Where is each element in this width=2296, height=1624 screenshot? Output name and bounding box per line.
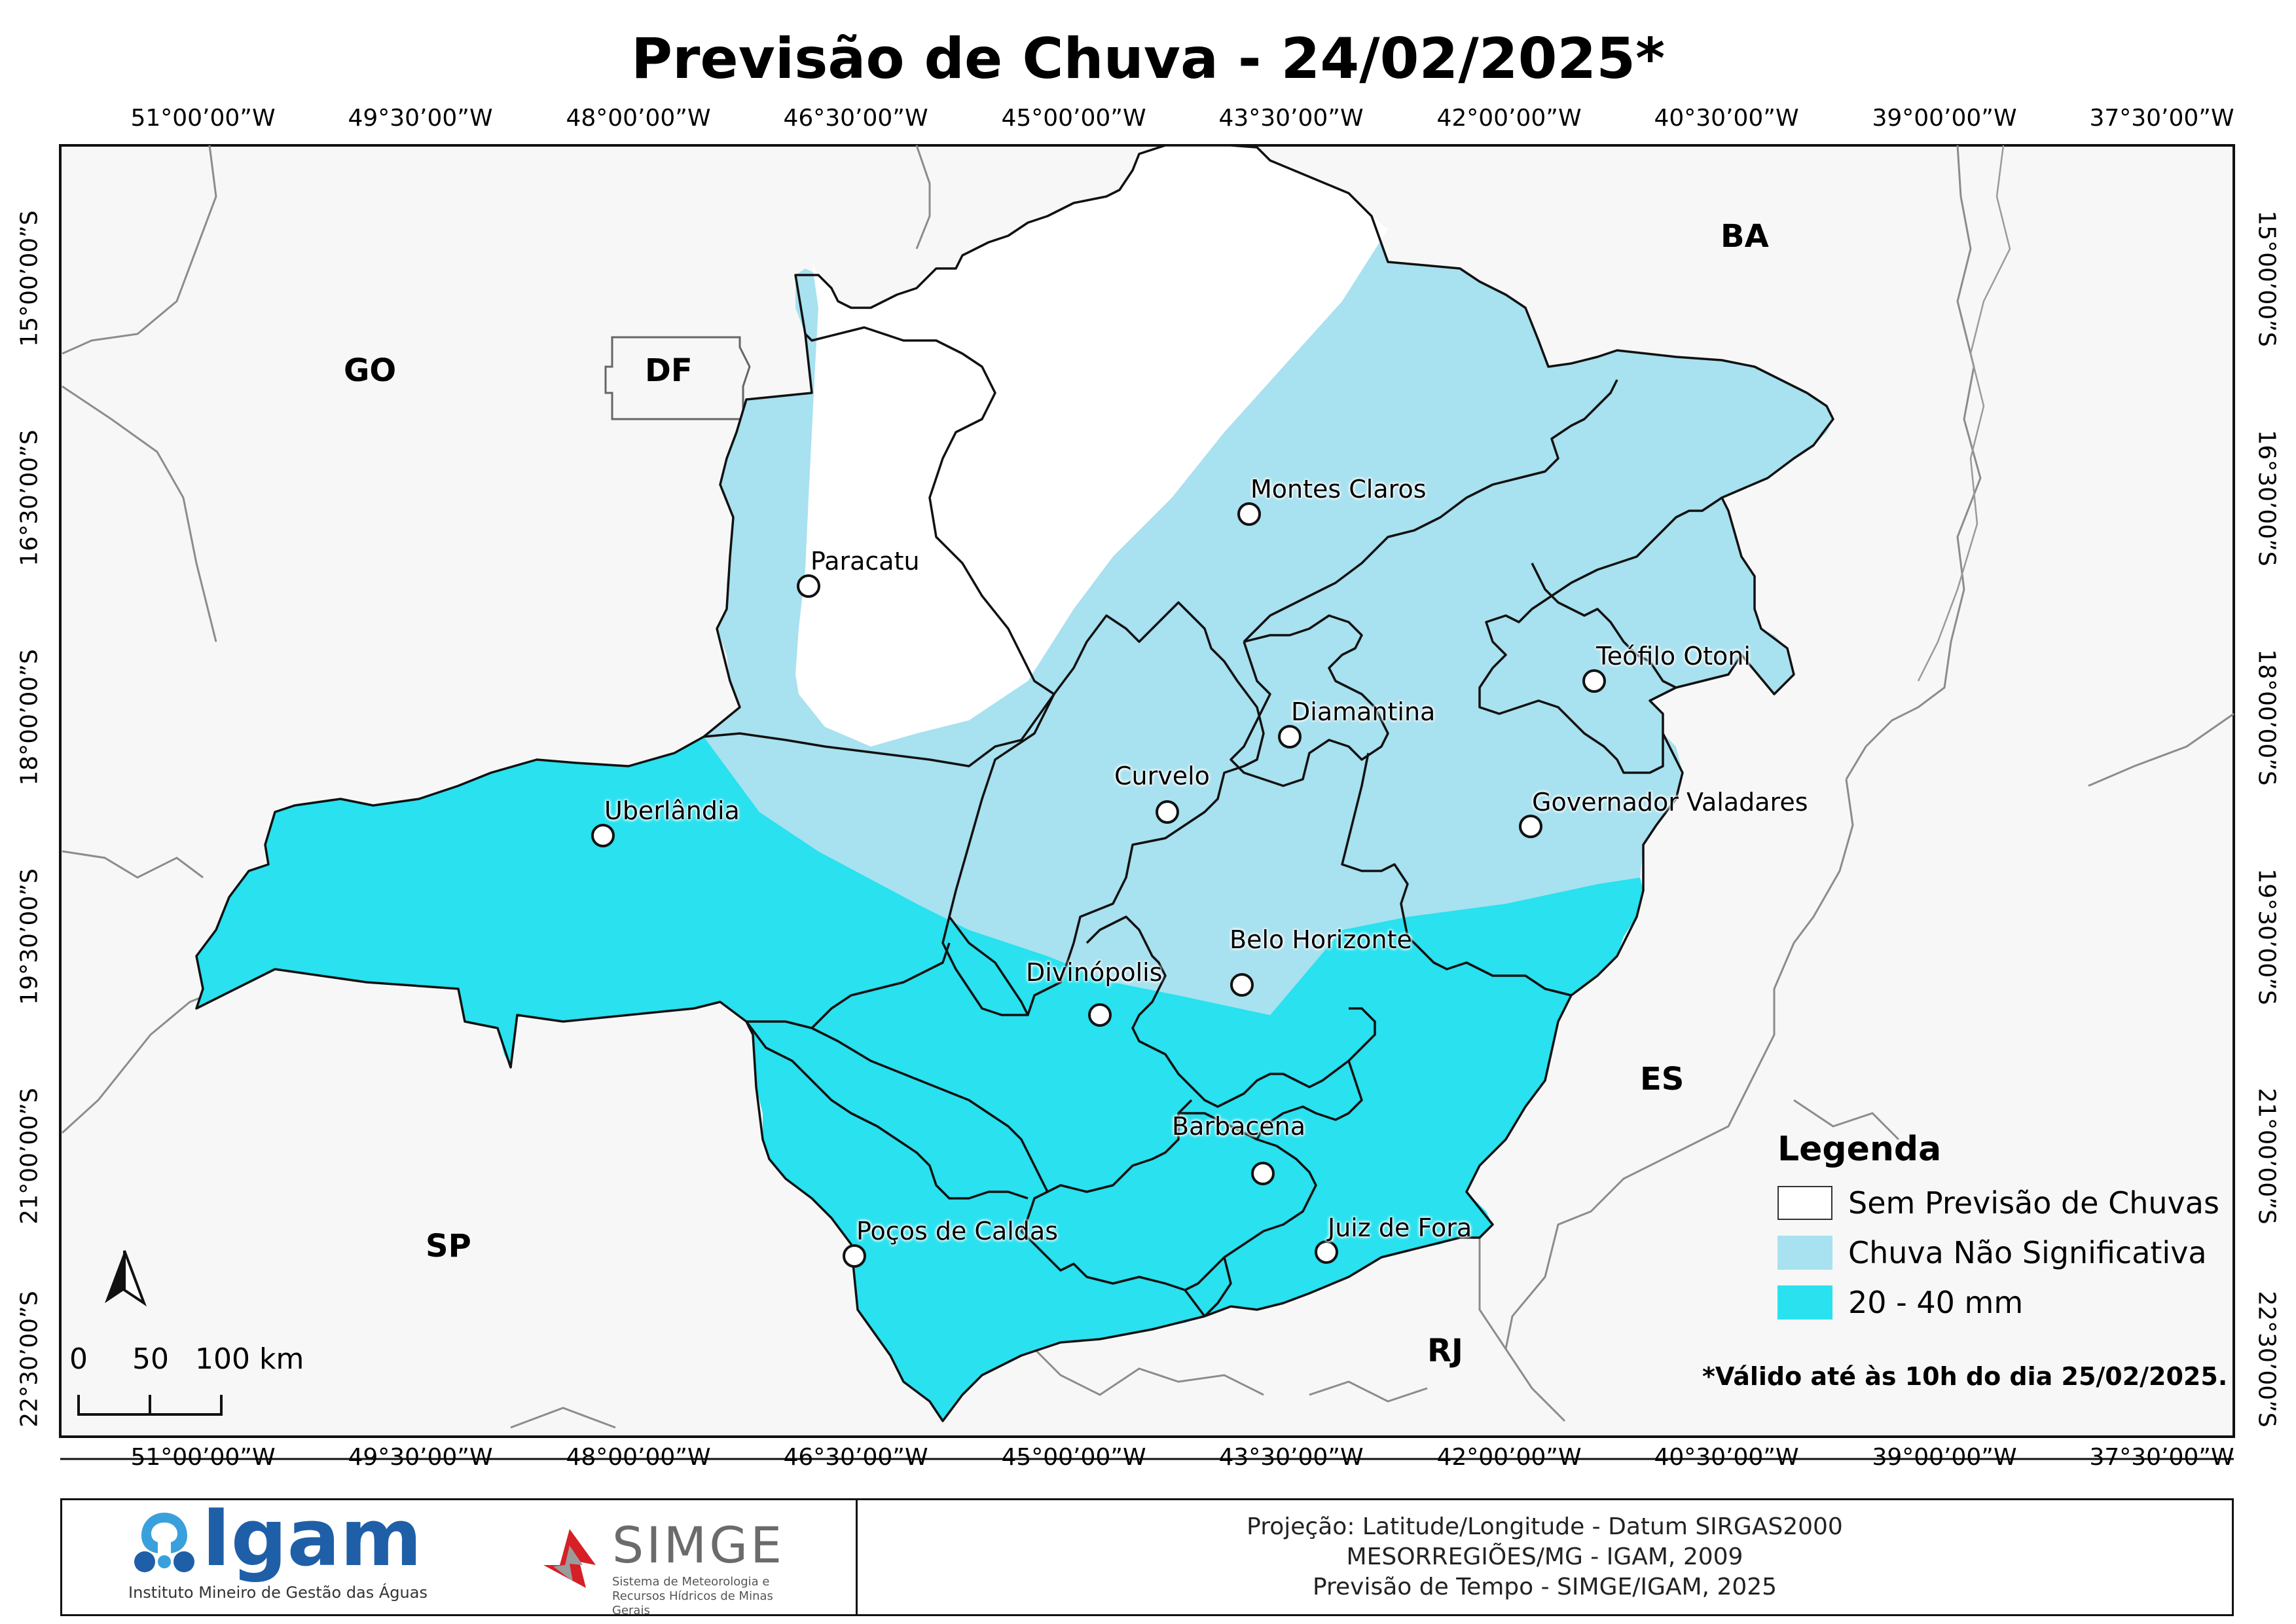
city-label: Barbacena xyxy=(1172,1112,1306,1141)
lon-label-bottom: 43°30’00”W xyxy=(1218,1444,1364,1471)
scale-label: 50 xyxy=(132,1342,169,1376)
lat-label-right: 19°30’00”S xyxy=(2253,868,2280,1005)
state-label-rj: RJ xyxy=(1427,1333,1463,1369)
credit-line: Projeção: Latitude/Longitude - Datum SIR… xyxy=(1247,1513,1843,1540)
city-label: Belo Horizonte xyxy=(1230,925,1412,954)
legend-label: Chuva Não Significativa xyxy=(1848,1235,2207,1270)
legend-swatch xyxy=(1777,1186,1832,1220)
city-marker-governador-valadares xyxy=(1519,815,1542,838)
city-label: Governador Valadares xyxy=(1532,788,1808,817)
city-marker-belo-horizonte xyxy=(1230,973,1254,997)
city-marker-juiz-de-fora xyxy=(1315,1240,1338,1264)
city-label: Diamantina xyxy=(1291,697,1436,726)
simge-logo-icon xyxy=(543,1529,596,1588)
city-marker-diamantina xyxy=(1278,725,1302,748)
lat-label-left: 21°00’00”S xyxy=(16,1088,43,1225)
city-marker-barbacena xyxy=(1251,1162,1275,1185)
state-label-sp: SP xyxy=(426,1228,471,1264)
city-label: Uberlândia xyxy=(604,796,740,825)
igam-wordmark: Igam xyxy=(202,1493,422,1584)
lat-label-right: 22°30’00”S xyxy=(2253,1291,2280,1428)
city-label: Teófilo Otoni xyxy=(1596,642,1751,671)
lon-label-top: 49°30’00”W xyxy=(348,105,493,132)
lat-label-right: 18°00’00”S xyxy=(2253,649,2280,786)
map-title: Previsão de Chuva - 24/02/2025* xyxy=(630,26,1666,92)
city-marker-divinopolis xyxy=(1088,1003,1112,1027)
north-arrow-icon xyxy=(105,1250,147,1307)
simge-subtitle: Sistema de Meteorologia e Recursos Hídri… xyxy=(612,1575,773,1617)
lat-label-left: 22°30’00”S xyxy=(16,1291,43,1428)
city-marker-pocos-de-caldas xyxy=(843,1244,866,1268)
lat-label-right: 16°30’00”S xyxy=(2253,430,2280,566)
legend-swatch xyxy=(1777,1285,1832,1320)
legend-title: Legenda xyxy=(1777,1130,1942,1169)
scale-label: 100 km xyxy=(195,1342,304,1376)
city-label: Juiz de Fora xyxy=(1328,1213,1472,1242)
neighbor-details xyxy=(1917,145,2011,682)
lon-label-top: 40°30’00”W xyxy=(1654,105,1799,132)
legend-item: 20 - 40 mm xyxy=(1777,1283,2023,1321)
df-border xyxy=(604,336,751,420)
state-label-es: ES xyxy=(1640,1061,1685,1098)
legend-item: Sem Previsão de Chuvas xyxy=(1777,1184,2219,1222)
credit-line: Previsão de Tempo - SIMGE/IGAM, 2025 xyxy=(1312,1574,1777,1600)
legend-label: Sem Previsão de Chuvas xyxy=(1848,1185,2219,1221)
lat-label-left: 18°00’00”S xyxy=(16,649,43,786)
lon-label-top: 48°00’00”W xyxy=(566,105,711,132)
city-label: Montes Claros xyxy=(1250,475,1427,504)
city-label: Curvelo xyxy=(1114,762,1210,790)
igam-logo-icon xyxy=(134,1513,194,1572)
lon-label-top: 42°00’00”W xyxy=(1436,105,1582,132)
scale-bar xyxy=(77,1395,223,1416)
credit-line: MESORREGIÕES/MG - IGAM, 2009 xyxy=(1346,1543,1743,1570)
state-label-df: DF xyxy=(645,352,693,389)
city-markers xyxy=(591,502,1606,1268)
legend-label: 20 - 40 mm xyxy=(1848,1285,2024,1320)
lat-label-left: 19°30’00”S xyxy=(16,868,43,1005)
lon-label-bottom: 42°00’00”W xyxy=(1436,1444,1582,1471)
igam-subtitle: Instituto Mineiro de Gestão das Águas xyxy=(128,1583,428,1602)
legend-item: Chuva Não Significativa xyxy=(1777,1234,2207,1272)
lat-label-right: 15°00’00”S xyxy=(2253,210,2280,347)
city-marker-paracatu xyxy=(797,574,820,598)
footer-credits-box: Projeção: Latitude/Longitude - Datum SIR… xyxy=(856,1498,2234,1616)
mg-region-20-40 xyxy=(196,737,1643,1421)
lat-label-right: 21°00’00”S xyxy=(2253,1088,2280,1225)
lon-label-top: 43°30’00”W xyxy=(1218,105,1364,132)
city-marker-montes-claros xyxy=(1237,502,1261,526)
city-label: Paracatu xyxy=(811,547,920,576)
lon-label-bottom: 49°30’00”W xyxy=(348,1444,493,1471)
state-label-go: GO xyxy=(344,352,397,389)
simge-wordmark: SIMGE xyxy=(612,1516,785,1574)
lat-label-left: 15°00’00”S xyxy=(16,210,43,347)
lon-label-bottom: 39°00’00”W xyxy=(1872,1444,2017,1471)
city-label: Poços de Caldas xyxy=(856,1217,1058,1246)
city-marker-uberlandia xyxy=(591,824,615,847)
state-label-ba: BA xyxy=(1721,218,1769,255)
lon-label-bottom: 40°30’00”W xyxy=(1654,1444,1799,1471)
mg-region-no-rain xyxy=(795,145,1388,747)
lon-label-bottom: 37°30’00”W xyxy=(2089,1444,2234,1471)
lon-label-bottom: 45°00’00”W xyxy=(1001,1444,1146,1471)
lon-label-top: 46°30’00”W xyxy=(783,105,928,132)
lat-label-left: 16°30’00”S xyxy=(16,430,43,566)
mesoregion-borders xyxy=(195,144,1834,1422)
lon-label-bottom: 46°30’00”W xyxy=(783,1444,928,1471)
legend-swatch xyxy=(1777,1236,1832,1270)
city-marker-teofilo-otoni xyxy=(1582,669,1606,693)
city-label: Divinópolis xyxy=(1026,958,1163,987)
lon-label-top: 45°00’00”W xyxy=(1001,105,1146,132)
lon-label-bottom: 51°00’00”W xyxy=(130,1444,276,1471)
lon-label-top: 51°00’00”W xyxy=(130,105,276,132)
lon-label-top: 37°30’00”W xyxy=(2089,105,2234,132)
validity-note: *Válido até às 10h do dia 25/02/2025. xyxy=(1702,1362,2228,1391)
lon-label-bottom: 48°00’00”W xyxy=(566,1444,711,1471)
lon-label-top: 39°00’00”W xyxy=(1872,105,2017,132)
city-marker-curvelo xyxy=(1156,800,1179,824)
scale-label: 0 xyxy=(69,1342,88,1376)
